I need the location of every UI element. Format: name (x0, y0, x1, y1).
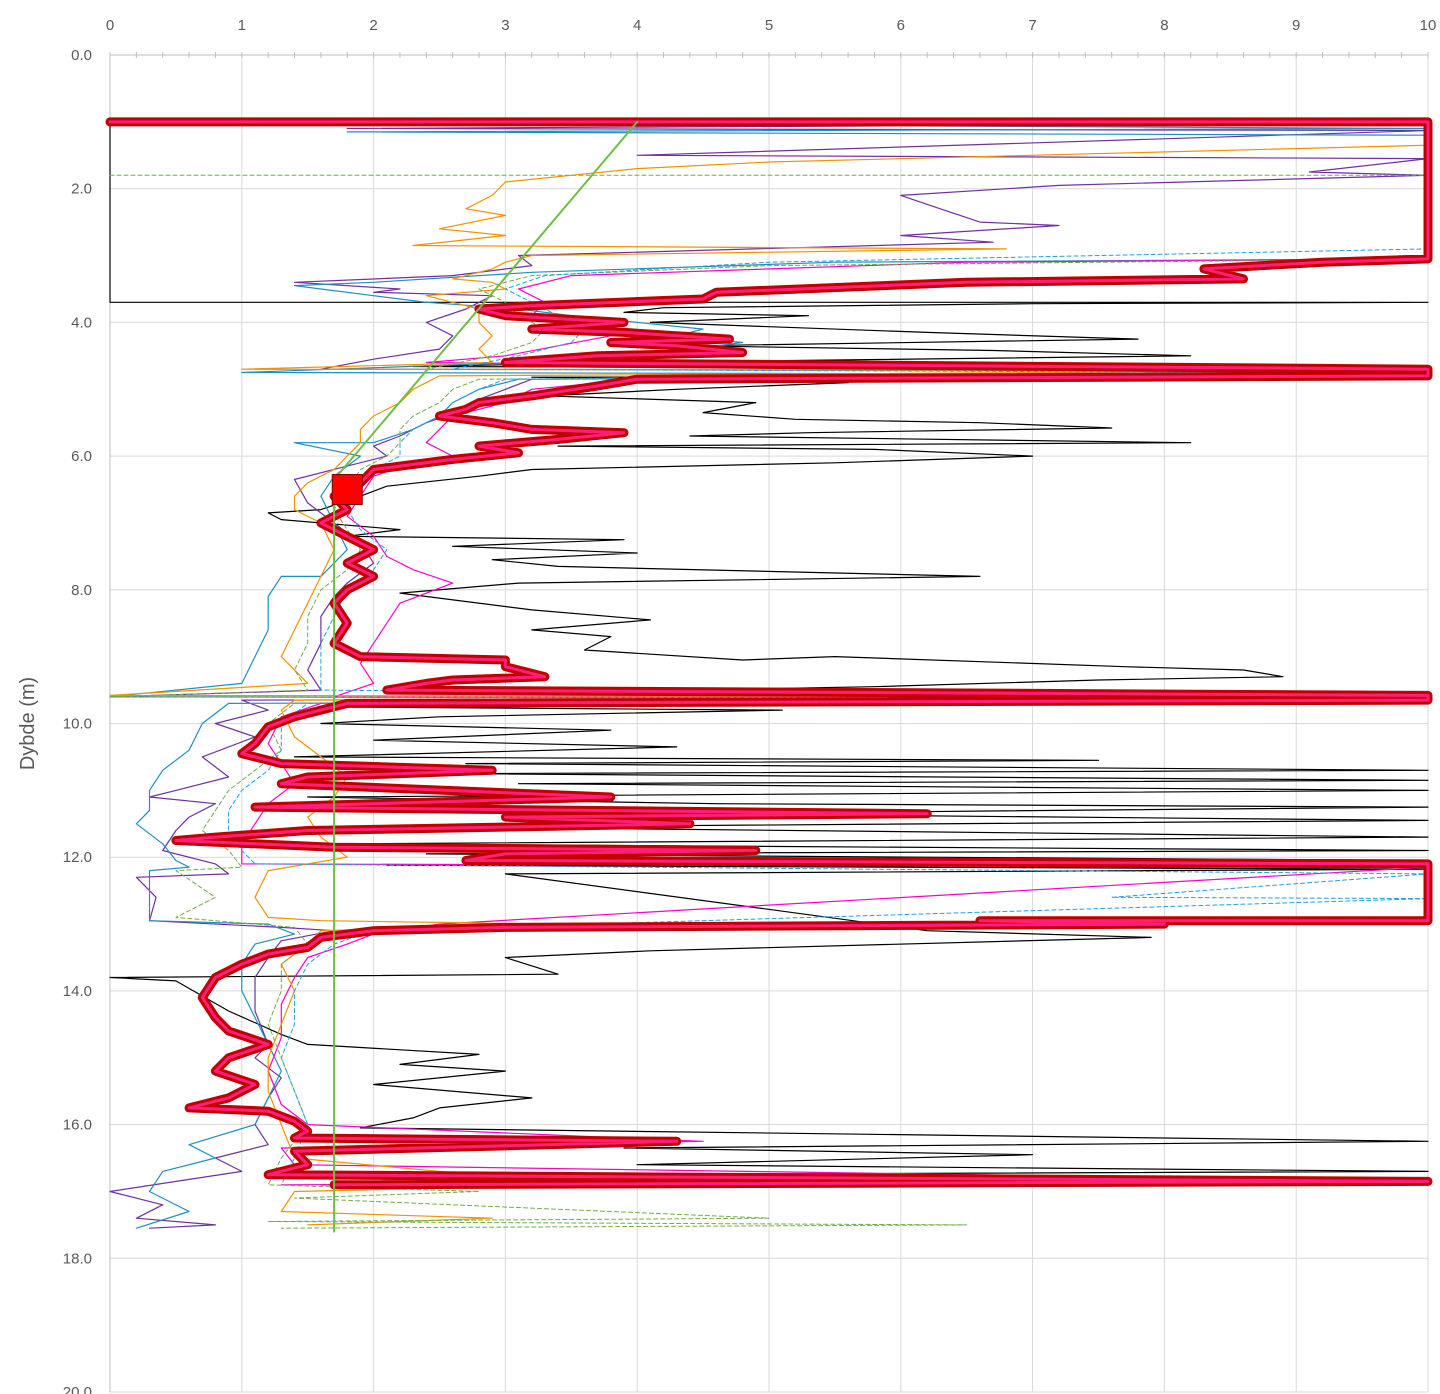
y-axis-ticks: 0.0 2.0 4.0 6.0 8.0 10.0 12.0 14.0 16.0 18.0 20.0 (63, 47, 92, 1394)
y-tick-label: 12.0 (63, 849, 92, 866)
x-tick-label: 4 (633, 17, 641, 34)
series-line-9 (108, 120, 1430, 1187)
x-tick-label: 7 (1028, 17, 1036, 34)
x-tick-label: 9 (1292, 17, 1300, 34)
y-tick-label: 2.0 (71, 181, 92, 198)
y-tick-label: 0.0 (71, 47, 92, 64)
x-tick-label: 8 (1160, 17, 1168, 34)
y-tick-label: 8.0 (71, 582, 92, 599)
y-tick-label: 14.0 (63, 983, 92, 1000)
y-tick-label: 16.0 (63, 1117, 92, 1134)
y-tick-label: 18.0 (63, 1250, 92, 1267)
series-line-7 (228, 248, 1429, 1186)
x-tick-label: 3 (501, 17, 509, 34)
x-tick-label: 6 (897, 17, 905, 34)
x-tick-label: 10 (1420, 17, 1437, 34)
x-tick-label: 5 (765, 17, 773, 34)
x-tick-label: 2 (369, 17, 377, 34)
x-axis-ticks: 0 1 2 3 4 5 6 7 8 9 10 (106, 17, 1437, 34)
y-tick-label: 4.0 (71, 314, 92, 331)
x-tick-label: 0 (106, 17, 114, 34)
square-marker (331, 474, 363, 506)
x-tick-label: 1 (238, 17, 246, 34)
y-axis-title: Dybde (m) (17, 677, 39, 770)
y-tick-label: 20.0 (63, 1384, 92, 1394)
marker-layer (331, 474, 363, 506)
y-tick-label: 6.0 (71, 448, 92, 465)
y-tick-label: 10.0 (63, 716, 92, 733)
